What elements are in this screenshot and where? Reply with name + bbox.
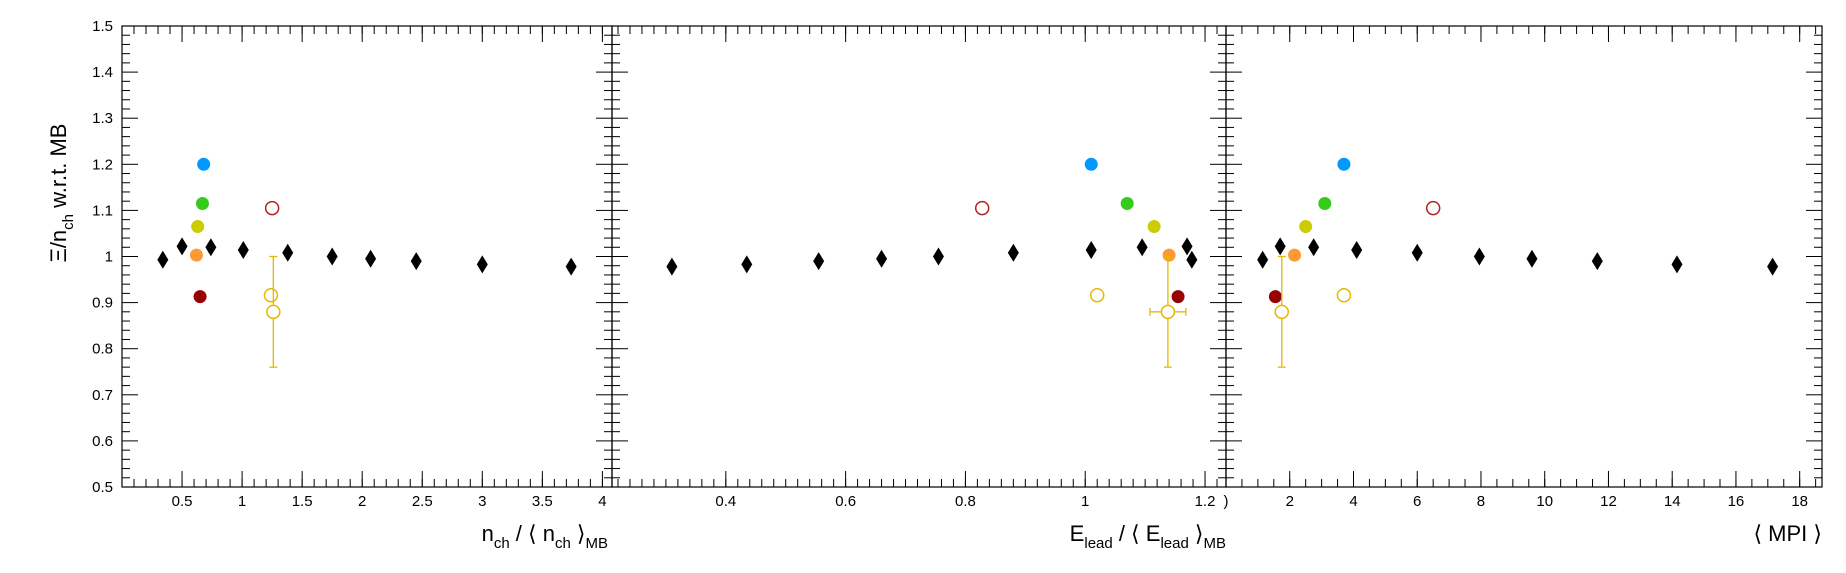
data-point-olive — [1299, 220, 1313, 234]
x-tick-label: 8 — [1477, 493, 1485, 510]
x-tick-label: 14 — [1664, 493, 1681, 510]
y-tick-label: 1.4 — [92, 64, 113, 81]
data-point-darkred — [1171, 290, 1185, 304]
data-point-open-openyellow — [1336, 287, 1352, 303]
data-point-diamond — [1308, 238, 1320, 257]
x-tick-label: 0.6 — [835, 493, 856, 510]
x-tick-label: 10 — [1536, 493, 1553, 510]
panel-frame-elead — [611, 25, 1227, 488]
data-point-diamond — [176, 237, 188, 256]
data-point-green — [1318, 196, 1332, 210]
data-point-darkred — [193, 290, 207, 304]
data-point-open-openyellow — [1274, 304, 1290, 320]
data-point-diamond — [1007, 243, 1019, 262]
data-point-diamond — [1136, 238, 1148, 257]
data-point-diamond — [565, 257, 577, 276]
data-point-diamond — [813, 252, 825, 271]
x-axis-title-mpi: ⟨ MPI ⟩ — [1753, 521, 1822, 546]
data-point-darkred — [1268, 290, 1282, 304]
y-tick-label: 1 — [105, 249, 113, 266]
data-point-open-openred — [264, 200, 280, 216]
data-point-open-openred — [974, 200, 990, 216]
x-axis-title-nch: nch / ⟨ nch ⟩MB — [482, 521, 608, 552]
x-tick-label: 2.5 — [412, 493, 433, 510]
data-point-diamond — [1351, 241, 1363, 260]
data-point-diamond — [1473, 247, 1485, 266]
data-point-diamond — [237, 241, 249, 260]
x-tick-label: 0.5 — [172, 493, 193, 510]
x-tick-label: 12 — [1600, 493, 1617, 510]
data-point-orange — [189, 248, 203, 262]
data-point-orange — [1288, 248, 1302, 262]
data-point-diamond — [326, 247, 338, 266]
y-tick-label: 1.5 — [92, 18, 113, 35]
data-point-diamond — [876, 249, 888, 268]
data-point-diamond — [1186, 250, 1198, 269]
data-point-blue — [1337, 157, 1351, 171]
data-point-olive — [191, 220, 205, 234]
data-point-blue — [1084, 157, 1098, 171]
y-tick-label: 0.6 — [92, 433, 113, 450]
data-point-diamond — [205, 238, 217, 257]
x-tick-label: 6 — [1413, 493, 1421, 510]
x-tick-label: 18 — [1791, 493, 1808, 510]
y-tick-label: 1.2 — [92, 156, 113, 173]
data-point-diamond — [410, 252, 422, 271]
data-point-diamond — [932, 247, 944, 266]
x-tick-label: 3.5 — [532, 493, 553, 510]
x-tick-label: 4 — [598, 493, 606, 510]
y-tick-label: 0.5 — [92, 479, 113, 496]
x-tick-label: 1.2 — [1195, 493, 1216, 510]
data-point-diamond — [1767, 257, 1779, 276]
data-point-diamond — [157, 250, 169, 269]
y-tick-label: 0.8 — [92, 341, 113, 358]
data-point-diamond — [1526, 249, 1538, 268]
x-tick-label: 1 — [238, 493, 246, 510]
data-point-diamond — [1181, 237, 1193, 256]
data-point-open-openred — [1425, 200, 1441, 216]
data-point-diamond — [741, 255, 753, 274]
data-point-diamond — [1274, 237, 1286, 256]
y-tick-label: 0.7 — [92, 387, 113, 404]
x-tick-label: 3 — [478, 493, 486, 510]
data-point-diamond — [1257, 250, 1269, 269]
y-axis-title: Ξ/nch w.r.t. MB — [46, 124, 77, 263]
data-point-blue — [197, 157, 211, 171]
y-tick-label: 0.9 — [92, 295, 113, 312]
data-point-olive — [1147, 220, 1161, 234]
data-point-diamond — [1411, 243, 1423, 262]
data-point-diamond — [1591, 252, 1603, 271]
y-tick-label: 1.3 — [92, 110, 113, 127]
x-axis-title-elead: Elead / ⟨ Elead ⟩MB — [1070, 521, 1226, 552]
data-point-diamond — [1085, 241, 1097, 260]
data-point-diamond — [1671, 255, 1683, 274]
x-tick-label: 2 — [1286, 493, 1294, 510]
data-point-open-openyellow — [266, 304, 281, 320]
data-point-diamond — [476, 255, 488, 274]
x-tick-label: 16 — [1728, 493, 1745, 510]
x-tick-label: ) — [1224, 493, 1229, 510]
x-tick-label: 2 — [358, 493, 366, 510]
data-point-open-openyellow — [263, 287, 279, 303]
x-tick-label: 0.4 — [715, 493, 736, 510]
x-tick-label: 1 — [1081, 493, 1089, 510]
data-point-green — [1120, 196, 1134, 210]
data-point-open-openyellow — [1160, 304, 1176, 320]
y-tick-label: 1.1 — [92, 202, 113, 219]
data-point-diamond — [365, 249, 377, 268]
data-point-diamond — [282, 243, 294, 262]
x-tick-label: 0.8 — [955, 493, 976, 510]
x-tick-label: 1.5 — [292, 493, 313, 510]
panel-frame-mpi — [1225, 25, 1823, 488]
x-tick-label: 4 — [1349, 493, 1357, 510]
data-point-diamond — [666, 257, 678, 276]
data-point-open-openyellow — [1089, 287, 1105, 303]
data-point-green — [195, 196, 209, 210]
data-point-orange — [1162, 248, 1176, 262]
